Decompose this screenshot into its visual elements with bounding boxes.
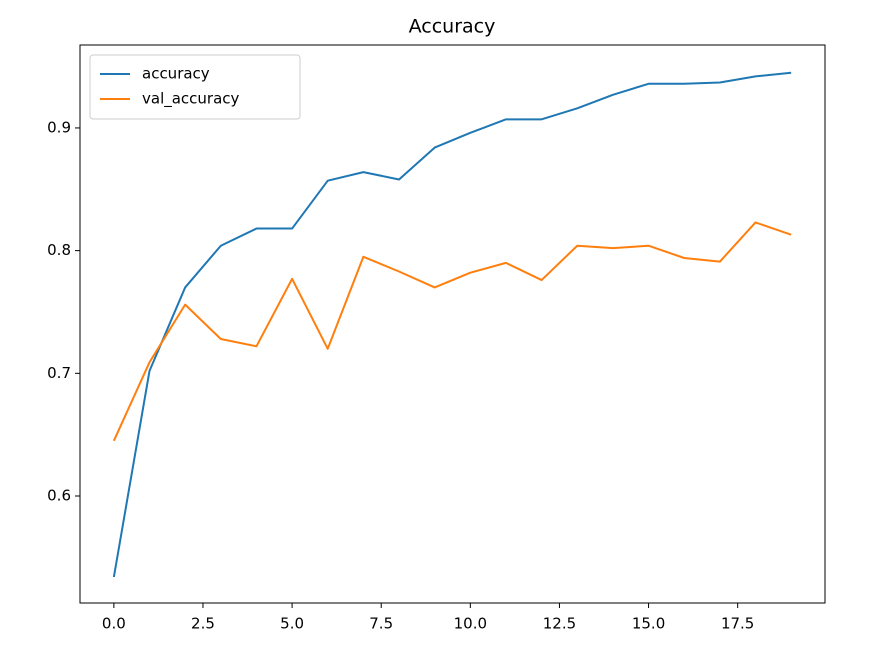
legend-label: accuracy xyxy=(142,65,210,83)
x-tick-label: 2.5 xyxy=(191,615,215,633)
series-line xyxy=(112,71,792,578)
x-tick-label: 12.5 xyxy=(543,615,576,633)
legend-label: val_accuracy xyxy=(142,90,240,109)
series-line xyxy=(112,221,792,442)
y-tick-label: 0.6 xyxy=(47,487,71,505)
y-tick-label: 0.9 xyxy=(47,118,71,136)
legend: accuracy val_accuracy xyxy=(89,54,301,120)
plot-frame xyxy=(79,44,826,604)
legend-box xyxy=(89,54,301,120)
x-tick-label: 5.0 xyxy=(280,615,304,633)
x-tick-label: 0.0 xyxy=(102,615,126,633)
y-tick-label: 0.7 xyxy=(47,364,71,382)
x-tick-label: 17.5 xyxy=(721,615,754,633)
x-tick-label: 7.5 xyxy=(369,615,393,633)
y-tick-label: 0.8 xyxy=(47,241,71,259)
x-tick-label: 15.0 xyxy=(632,615,665,633)
chart-title: Accuracy xyxy=(409,16,496,38)
x-tick-label: 10.0 xyxy=(454,615,487,633)
